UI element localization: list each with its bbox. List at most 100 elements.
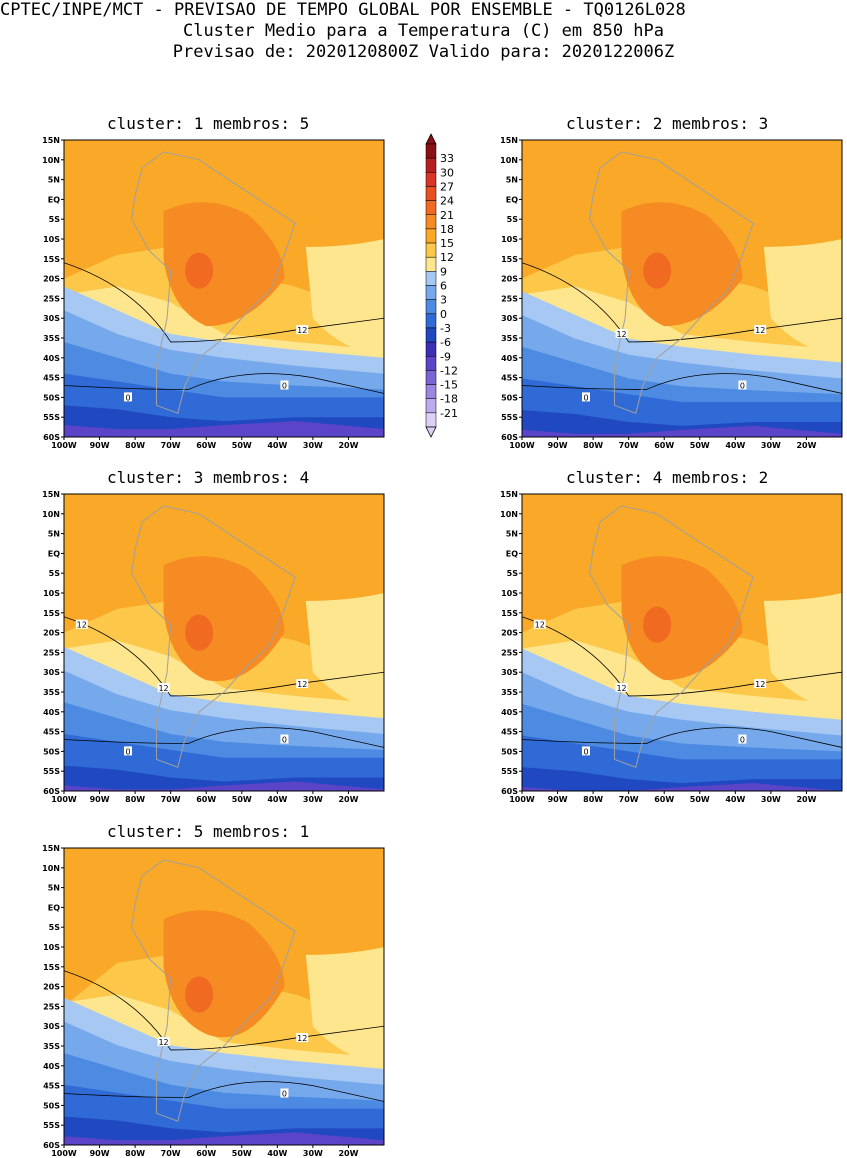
- temperature-map-cluster-5: 12 12 0 15N 10N 5N EQ 5S 10S 15S 20S 25S 30S 35S 40S 45…: [42, 844, 385, 1158]
- contour-12: [522, 262, 842, 343]
- svg-text:0: 0: [282, 1090, 287, 1099]
- legend-arrow-bottom: [425, 426, 437, 438]
- legend-swatch: [425, 341, 437, 357]
- legend-label: 6: [440, 280, 447, 293]
- legend-label: 30: [440, 166, 454, 179]
- hot-spot: [185, 976, 214, 1013]
- lon-tick-label: 90W: [90, 795, 110, 804]
- lon-tick-label: 60W: [196, 795, 216, 804]
- lon-tick-label: 20W: [796, 441, 816, 450]
- contour-12: [522, 616, 842, 697]
- legend-label: -6: [440, 336, 451, 349]
- lat-tick-label: 40S: [43, 1062, 60, 1071]
- contour-12: [64, 970, 384, 1051]
- lat-tick-label: 35S: [43, 1042, 60, 1051]
- map-frame: [63, 139, 385, 438]
- lat-tick-label: 30S: [43, 314, 60, 323]
- lat-tick-label: 10S: [501, 589, 518, 598]
- lon-tick-label: 100W: [509, 441, 535, 450]
- lon-tick-label: 60W: [654, 795, 674, 804]
- lon-tick-label: 70W: [161, 795, 181, 804]
- legend-swatch: [425, 398, 437, 414]
- temperature-band: [64, 421, 384, 437]
- lat-tick-label: 10S: [43, 589, 60, 598]
- coastline: [131, 151, 296, 414]
- lat-tick-label: 10N: [42, 510, 60, 519]
- legend-label: 33: [440, 152, 454, 165]
- lat-tick-label: 50S: [501, 747, 518, 756]
- hot-spot: [643, 606, 672, 643]
- svg-text:0: 0: [740, 382, 745, 391]
- legend-arrow-top: [425, 133, 437, 145]
- lat-tick-label: 60S: [501, 433, 518, 442]
- contour-label-0: 0: [738, 734, 747, 745]
- lon-tick-label: 80W: [583, 795, 603, 804]
- hot-spot: [185, 252, 214, 289]
- legend-label: -18: [440, 393, 458, 406]
- lat-tick-label: 15N: [500, 490, 518, 499]
- legend-swatch: [425, 186, 437, 201]
- panel-title-5: cluster: 5 membros: 1: [107, 822, 310, 841]
- lat-tick-label: 35S: [43, 688, 60, 697]
- contour-12: [64, 262, 384, 343]
- lon-tick-label: 70W: [161, 1149, 181, 1158]
- lon-tick-label: 40W: [267, 795, 287, 804]
- map-frame: [63, 847, 385, 1146]
- legend-label: 18: [440, 223, 454, 236]
- panel-title-3: cluster: 3 membros: 4: [107, 468, 310, 487]
- contour-label-12: 12: [754, 679, 767, 689]
- panel-title-4: cluster: 4 membros: 2: [566, 468, 769, 487]
- atlantic-warm-zone: [305, 947, 384, 1066]
- legend-swatch: [425, 157, 437, 173]
- lon-tick-label: 80W: [583, 441, 603, 450]
- temperature-band: [522, 783, 842, 791]
- svg-text:12: 12: [297, 326, 307, 335]
- legend-label: -21: [440, 407, 458, 420]
- contour-label-0: 0: [280, 1088, 289, 1099]
- legend-swatch: [425, 228, 437, 244]
- lat-tick-label: 5S: [49, 923, 61, 932]
- legend-swatch: [425, 143, 437, 159]
- svg-text:0: 0: [282, 382, 287, 391]
- lat-tick-label: 20S: [43, 983, 60, 992]
- legend-swatch: [425, 242, 437, 258]
- lon-tick-label: 100W: [509, 795, 535, 804]
- legend-label: 24: [440, 195, 454, 208]
- lon-tick-label: 40W: [267, 1149, 287, 1158]
- lon-tick-label: 50W: [690, 795, 710, 804]
- lat-tick-label: 10N: [500, 156, 518, 165]
- lat-tick-label: 35S: [43, 334, 60, 343]
- lon-tick-label: 90W: [548, 795, 568, 804]
- lon-tick-label: 20W: [338, 441, 358, 450]
- lat-tick-label: 5S: [507, 569, 519, 578]
- lat-tick-label: 45S: [43, 728, 60, 737]
- lat-tick-label: 15S: [43, 255, 60, 264]
- legend-label: 15: [440, 237, 454, 250]
- lon-tick-label: 80W: [125, 441, 145, 450]
- lat-tick-label: 15N: [42, 844, 60, 853]
- lat-tick-label: 5S: [49, 569, 61, 578]
- legend-label: 3: [440, 294, 447, 307]
- lat-tick-label: 60S: [43, 787, 60, 796]
- lat-tick-label: 30S: [43, 1022, 60, 1031]
- contour-0: [64, 373, 384, 394]
- contour-label-12: 12: [296, 325, 309, 335]
- legend-swatch: [425, 356, 437, 371]
- svg-text:12: 12: [77, 621, 87, 630]
- lon-tick-label: 100W: [51, 441, 77, 450]
- svg-text:12: 12: [158, 684, 168, 693]
- lon-tick-label: 70W: [619, 441, 639, 450]
- legend-swatch: [425, 172, 437, 187]
- contour-label-12: 12: [296, 1033, 309, 1043]
- lon-tick-label: 50W: [232, 1149, 252, 1158]
- legend-swatch: [425, 370, 437, 385]
- lat-tick-label: 45S: [501, 728, 518, 737]
- lat-tick-label: 35S: [501, 334, 518, 343]
- temperature-map-cluster-2: 12 12 0 0 15N 10N 5N EQ 5S 10S 15S 20S 25S 30S 35S 40S 4…: [500, 136, 843, 450]
- lat-tick-label: 15N: [500, 136, 518, 145]
- lat-tick-label: 25S: [501, 294, 518, 303]
- coastline: [589, 505, 754, 768]
- lat-tick-label: 45S: [43, 374, 60, 383]
- lon-tick-label: 80W: [125, 795, 145, 804]
- temperature-band: [64, 781, 384, 791]
